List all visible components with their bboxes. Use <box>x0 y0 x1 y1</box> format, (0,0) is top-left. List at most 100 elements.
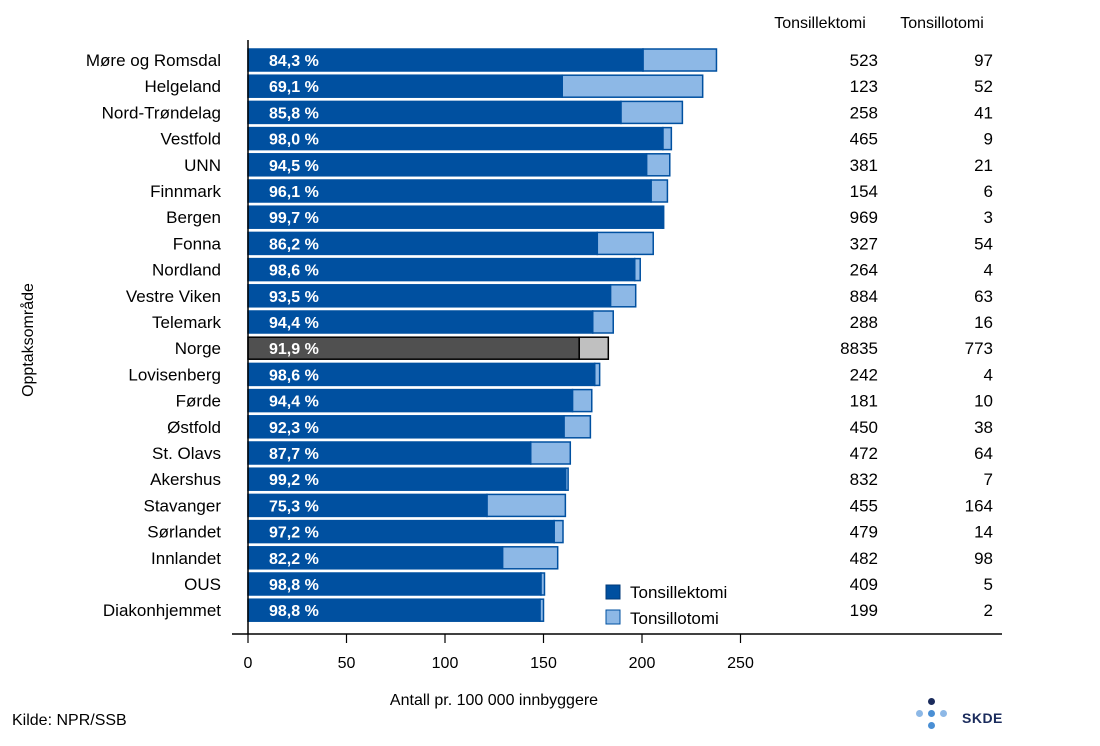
tonsillotomi-count: 38 <box>974 418 993 437</box>
x-tick-label: 50 <box>338 655 356 672</box>
column-header-tonsillotomi: Tonsillotomi <box>900 15 984 32</box>
tonsillektomi-count: 123 <box>850 77 878 96</box>
bar-percent-label: 98,8 % <box>269 603 319 620</box>
logo-dot-icon <box>916 710 923 717</box>
tonsillotomi-count: 7 <box>984 470 993 489</box>
tonsillotomi-count: 10 <box>974 392 993 411</box>
category-label: Stavanger <box>144 496 222 515</box>
tonsillektomi-count: 450 <box>850 418 878 437</box>
bar-percent-label: 98,8 % <box>269 577 319 594</box>
bar-percent-label: 69,1 % <box>269 79 319 96</box>
category-label: St. Olavs <box>152 444 221 463</box>
tonsillotomi-count: 773 <box>965 339 993 358</box>
tonsillektomi-count: 523 <box>850 51 878 70</box>
category-label: OUS <box>184 575 221 594</box>
tonsillektomi-count: 381 <box>850 156 878 175</box>
tonsillektomi-count: 258 <box>850 103 878 122</box>
x-tick-label: 150 <box>530 655 557 672</box>
category-label: Telemark <box>152 313 221 332</box>
logo-dot-icon <box>928 722 935 729</box>
category-label: Møre og Romsdal <box>86 51 221 70</box>
x-axis-title: Antall pr. 100 000 innbyggere <box>390 692 598 709</box>
tonsillotomi-count: 54 <box>974 234 993 253</box>
bar-percent-label: 97,2 % <box>269 525 319 542</box>
skde-logo: SKDE <box>912 698 1002 738</box>
bar-percent-label: 86,2 % <box>269 236 319 253</box>
legend-label-tonsillotomi: Tonsillotomi <box>630 609 719 628</box>
bar-tonsillotomi <box>553 519 564 544</box>
category-label: Lovisenberg <box>128 365 221 384</box>
tonsillektomi-count: 288 <box>850 313 878 332</box>
tonsillotomi-count: 52 <box>974 77 993 96</box>
category-label: Vestre Viken <box>126 287 221 306</box>
tonsillotomi-count: 41 <box>974 103 993 122</box>
category-label: Finnmark <box>150 182 221 201</box>
tonsillektomi-count: 409 <box>850 575 878 594</box>
category-label: Bergen <box>166 208 221 227</box>
tonsillektomi-count: 327 <box>850 234 878 253</box>
tonsillektomi-count: 242 <box>850 365 878 384</box>
tonsillotomi-count: 9 <box>984 130 993 149</box>
tonsillektomi-count: 181 <box>850 392 878 411</box>
bar-percent-label: 91,9 % <box>269 341 319 358</box>
category-label: UNN <box>184 156 221 175</box>
bar-percent-label: 82,2 % <box>269 551 319 568</box>
tonsillektomi-count: 455 <box>850 496 878 515</box>
tonsillektomi-count: 264 <box>850 261 878 280</box>
bar-percent-label: 85,8 % <box>269 105 319 122</box>
logo-text: SKDE <box>962 710 1003 726</box>
tonsillotomi-count: 2 <box>984 601 993 620</box>
bar-tonsillotomi <box>609 284 637 308</box>
tonsillotomi-count: 16 <box>974 313 993 332</box>
bar-tonsillotomi <box>662 126 673 151</box>
x-tick-label: 100 <box>432 655 459 672</box>
bar-tonsillotomi <box>596 231 654 256</box>
bar-tonsillotomi <box>633 257 641 282</box>
bar-tonsillotomi <box>650 179 669 203</box>
logo-dot-icon <box>928 710 935 717</box>
tonsillektomi-count: 884 <box>850 287 878 306</box>
legend-swatch-tonsillektomi <box>605 584 621 600</box>
category-label: Innlandet <box>151 549 221 568</box>
bar-tonsillotomi <box>645 153 671 177</box>
tonsillotomi-count: 164 <box>965 496 993 515</box>
bar-percent-label: 92,3 % <box>269 420 319 437</box>
category-label: Norge <box>175 339 221 358</box>
bar-tonsillotomi <box>563 415 592 439</box>
y-axis-title: Opptaksområde <box>19 283 37 397</box>
tonsillektomi-count: 482 <box>850 549 878 568</box>
tonsillotomi-count: 5 <box>984 575 993 594</box>
bar-tonsillotomi <box>578 336 610 360</box>
tonsillotomi-count: 14 <box>974 523 993 542</box>
tonsillektomi-count: 8835 <box>840 339 878 358</box>
bar-tonsillotomi <box>620 100 684 125</box>
bar-percent-label: 87,7 % <box>269 446 319 463</box>
bar-percent-label: 75,3 % <box>269 498 319 515</box>
legend: Tonsillektomi Tonsillotomi <box>605 583 727 628</box>
category-label: Fonna <box>173 234 222 253</box>
axes-group: 0 50 100 150 200 250 <box>232 40 1002 672</box>
bar-percent-label: 93,5 % <box>269 289 319 306</box>
bar-percent-label: 98,6 % <box>269 367 319 384</box>
bar-percent-label: 99,7 % <box>269 210 319 227</box>
bar-percent-label: 99,2 % <box>269 472 319 489</box>
tonsillotomi-count: 3 <box>984 208 993 227</box>
category-label: Nord-Trøndelag <box>102 103 221 122</box>
category-label: Nordland <box>152 261 221 280</box>
tonsillektomi-count: 832 <box>850 470 878 489</box>
x-tick-label: 0 <box>244 655 253 672</box>
bar-tonsillotomi <box>501 546 559 570</box>
bar-percent-label: 94,4 % <box>269 394 319 411</box>
tonsillotomi-count: 21 <box>974 156 993 175</box>
bar-tonsillotomi <box>571 388 593 413</box>
category-label: Diakonhjemmet <box>103 601 221 620</box>
logo-dot-icon <box>928 698 935 705</box>
bar-tonsillotomi <box>642 48 718 72</box>
category-label: Østfold <box>167 418 221 437</box>
tonsillotomi-count: 64 <box>974 444 993 463</box>
category-label: Vestfold <box>161 130 222 149</box>
bar-tonsillotomi <box>529 441 572 465</box>
tonsillektomi-count: 199 <box>850 601 878 620</box>
bar-tonsillotomi <box>561 74 704 98</box>
